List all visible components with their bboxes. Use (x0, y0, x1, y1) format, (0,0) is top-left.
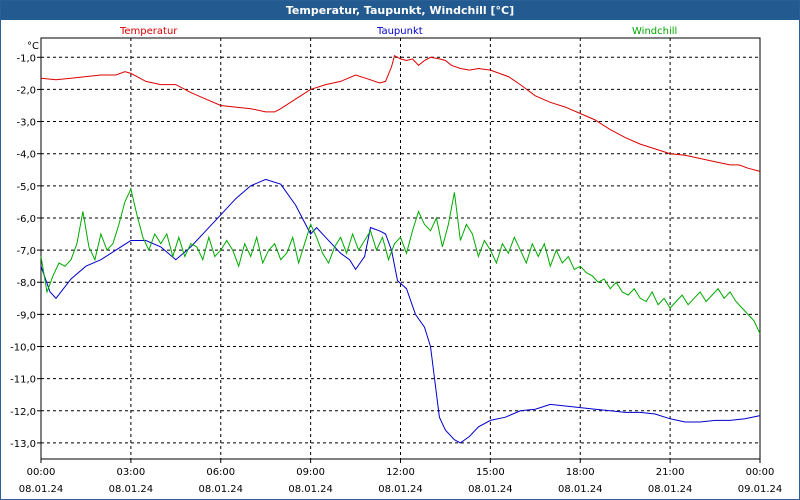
y-tick-label: -7,0 (16, 246, 36, 257)
series-lines (40, 54, 761, 444)
x-tick-time: 12:00 (386, 467, 415, 478)
x-tick-time: 06:00 (206, 467, 235, 478)
x-tick-date: 08.01.24 (198, 484, 243, 495)
x-tick-time: 00:00 (746, 467, 775, 478)
x-tick-date: 08.01.24 (468, 484, 513, 495)
x-tick-date: 08.01.24 (378, 484, 423, 495)
x-tick-time: 03:00 (116, 467, 145, 478)
x-tick-time: 15:00 (476, 467, 505, 478)
window-title: Temperatur, Taupunkt, Windchill [°C] (1, 1, 799, 20)
legend-windchill: Windchill (632, 26, 677, 37)
x-tick-time: 09:00 (296, 467, 325, 478)
y-tick-label: -11,0 (10, 375, 36, 386)
y-tick-label: -13,0 (10, 439, 36, 450)
x-tick-date: 08.01.24 (109, 484, 154, 495)
y-tick-label: -3,0 (16, 118, 36, 129)
series-line-taupunkt (40, 178, 761, 444)
y-tick-label: -8,0 (16, 278, 36, 289)
y-tick-label: -10,0 (10, 343, 36, 354)
y-tick-label: -4,0 (16, 150, 36, 161)
x-tick-date: 08.01.24 (288, 484, 333, 495)
y-tick-label: -9,0 (16, 310, 36, 321)
x-tick-date: 08.01.24 (558, 484, 603, 495)
y-tick-label: -12,0 (10, 407, 36, 418)
series-line-temperatur (40, 54, 761, 172)
x-axis-ticks: 00:00 08.01.24 03:00 08.01.24 06:00 08.01.24 0… (19, 459, 783, 495)
y-axis-unit: °C (27, 41, 39, 52)
x-tick-time: 18:00 (566, 467, 595, 478)
legend-taupunkt: Taupunkt (376, 26, 423, 37)
legend-temperatur: Temperatur (119, 26, 178, 37)
y-axis-ticks: -1,0 -2,0 -3,0 -4,0 -5,0 -6,0 -7,0 -8,0 -9,0 -10,… (10, 53, 41, 450)
y-tick-label: -1,0 (16, 53, 36, 64)
grid (41, 38, 760, 459)
x-tick-date: 08.01.24 (648, 484, 693, 495)
x-tick-time: 21:00 (656, 467, 685, 478)
x-tick-date: 08.01.24 (19, 484, 64, 495)
y-tick-label: -5,0 (16, 182, 36, 193)
y-tick-label: -2,0 (16, 85, 36, 96)
x-tick-date: 09.01.24 (738, 484, 783, 495)
series-line-windchill (40, 187, 761, 334)
x-tick-time: 00:00 (27, 467, 56, 478)
y-tick-label: -6,0 (16, 214, 36, 225)
